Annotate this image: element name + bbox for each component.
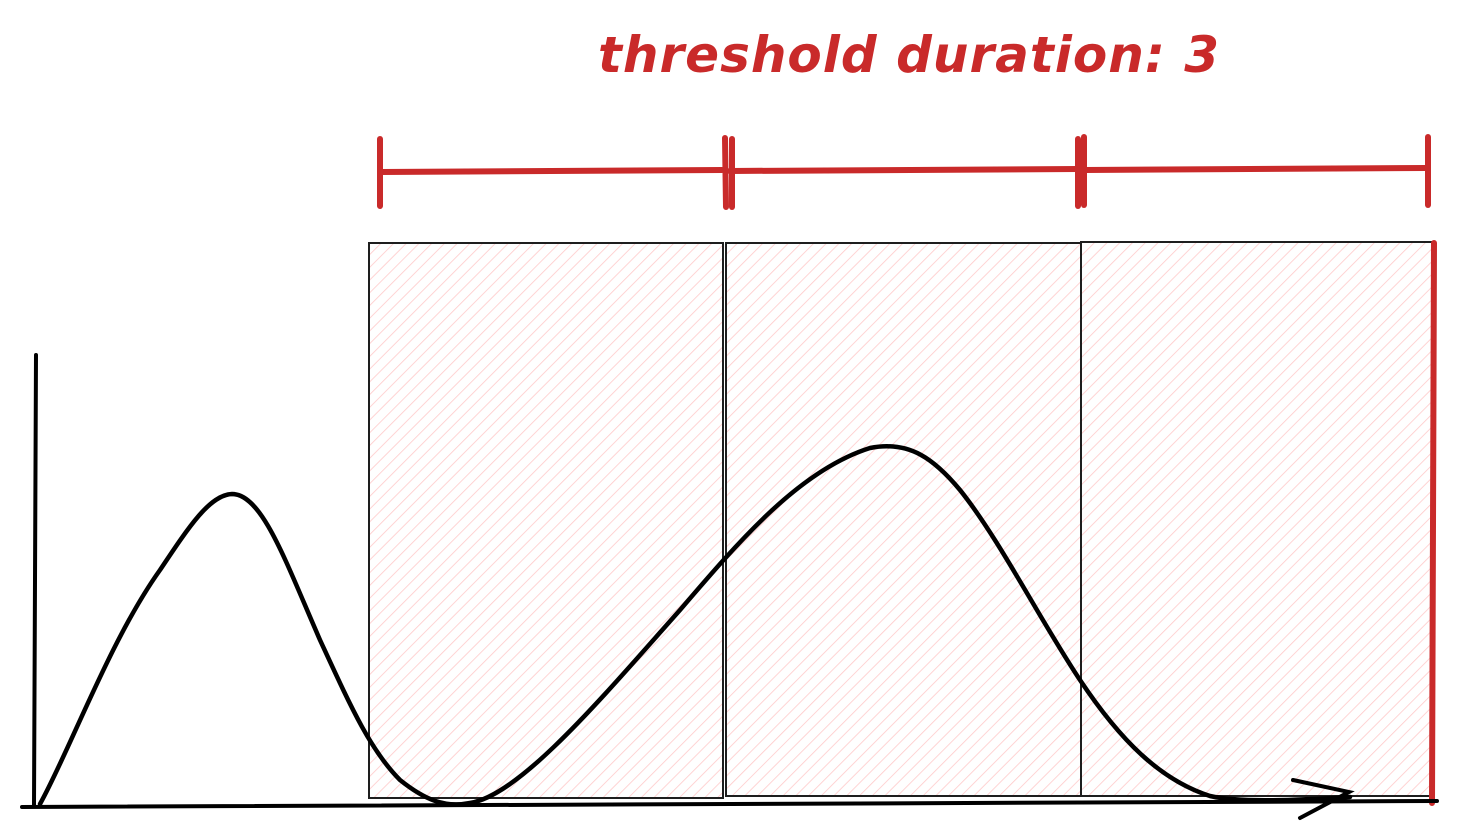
- threshold-duration-label: threshold duration: 3: [598, 26, 1220, 84]
- threshold-end-line: [1429, 240, 1437, 806]
- bracket-tick-2: [722, 135, 729, 210]
- bracket-line-3: [1082, 165, 1429, 173]
- axes: [20, 353, 1439, 820]
- segment-box-2: [725, 242, 1082, 797]
- segment-box-1: [368, 242, 724, 799]
- signal-curve: [37, 444, 1353, 807]
- duration-brackets: [377, 134, 1431, 210]
- bracket-line-1: [377, 167, 725, 175]
- bracket-line-2: [727, 166, 1081, 174]
- x-axis-arrowhead: [1291, 778, 1355, 820]
- x-axis: [20, 799, 1439, 809]
- segment-box-3: [1080, 241, 1434, 797]
- segment-boxes: [368, 241, 1434, 799]
- y-axis: [32, 353, 38, 807]
